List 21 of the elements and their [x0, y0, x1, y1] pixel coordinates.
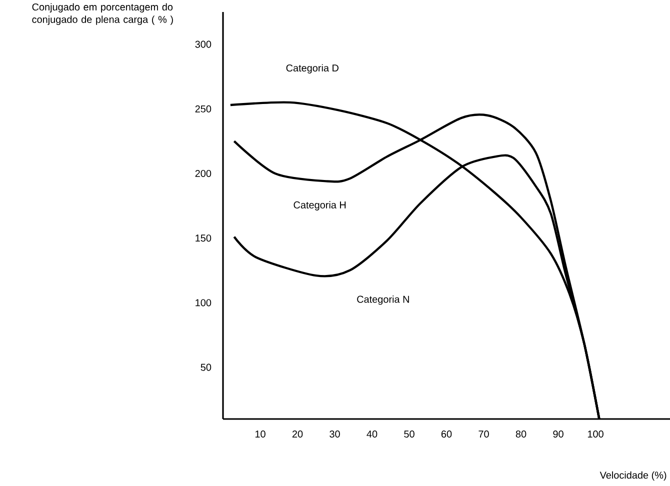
- x-tick-label: 70: [478, 430, 489, 438]
- y-tick-label: 50: [200, 364, 212, 371]
- text: Categoria D: [286, 64, 338, 74]
- x-tick-label: 30: [330, 430, 340, 438]
- x-tick-label: 50: [404, 430, 414, 438]
- y-tick-label: 300: [195, 40, 212, 48]
- y-tick-label: 250: [195, 105, 212, 112]
- y-tick-label: 150: [196, 234, 212, 242]
- x-tick-label: 80: [516, 430, 526, 438]
- x-tick-label: 100: [588, 430, 604, 438]
- x-axis-title: Velocidade (%): [600, 471, 666, 481]
- x-tick-label: 10: [255, 430, 266, 438]
- y-tick-label: 200: [195, 170, 212, 178]
- x-tick-label: 60: [441, 430, 452, 438]
- y-tick-label: 100: [196, 299, 212, 306]
- x-tick-label: 90: [553, 430, 564, 438]
- y-axis-title: Conjugado em porcentagem do conjugado de plena carga ( % ): [32, 3, 173, 25]
- text: Categoria N: [357, 295, 409, 305]
- x-tick-label: 40: [366, 430, 378, 438]
- x-tick-label: 20: [292, 430, 303, 438]
- text: Categoria H: [294, 201, 346, 210]
